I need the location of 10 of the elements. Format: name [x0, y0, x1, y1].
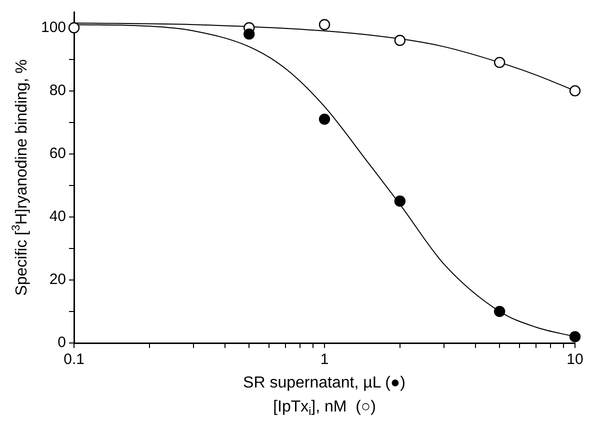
y-tick-label: 0	[58, 334, 66, 352]
y-tick-label: 80	[49, 82, 66, 99]
y-tick-label: 40	[49, 208, 66, 226]
x-tick-label: 1	[320, 351, 329, 368]
y-tick-label: 20	[49, 271, 66, 288]
x-tick-label: 10	[566, 351, 584, 368]
y-axis-title: Specific [3H]ryanodine binding, %	[10, 59, 30, 296]
y-tick-label: 100	[40, 18, 66, 36]
x-tick-label: 0.1	[64, 351, 84, 368]
y-tick-label: 60	[49, 145, 66, 162]
